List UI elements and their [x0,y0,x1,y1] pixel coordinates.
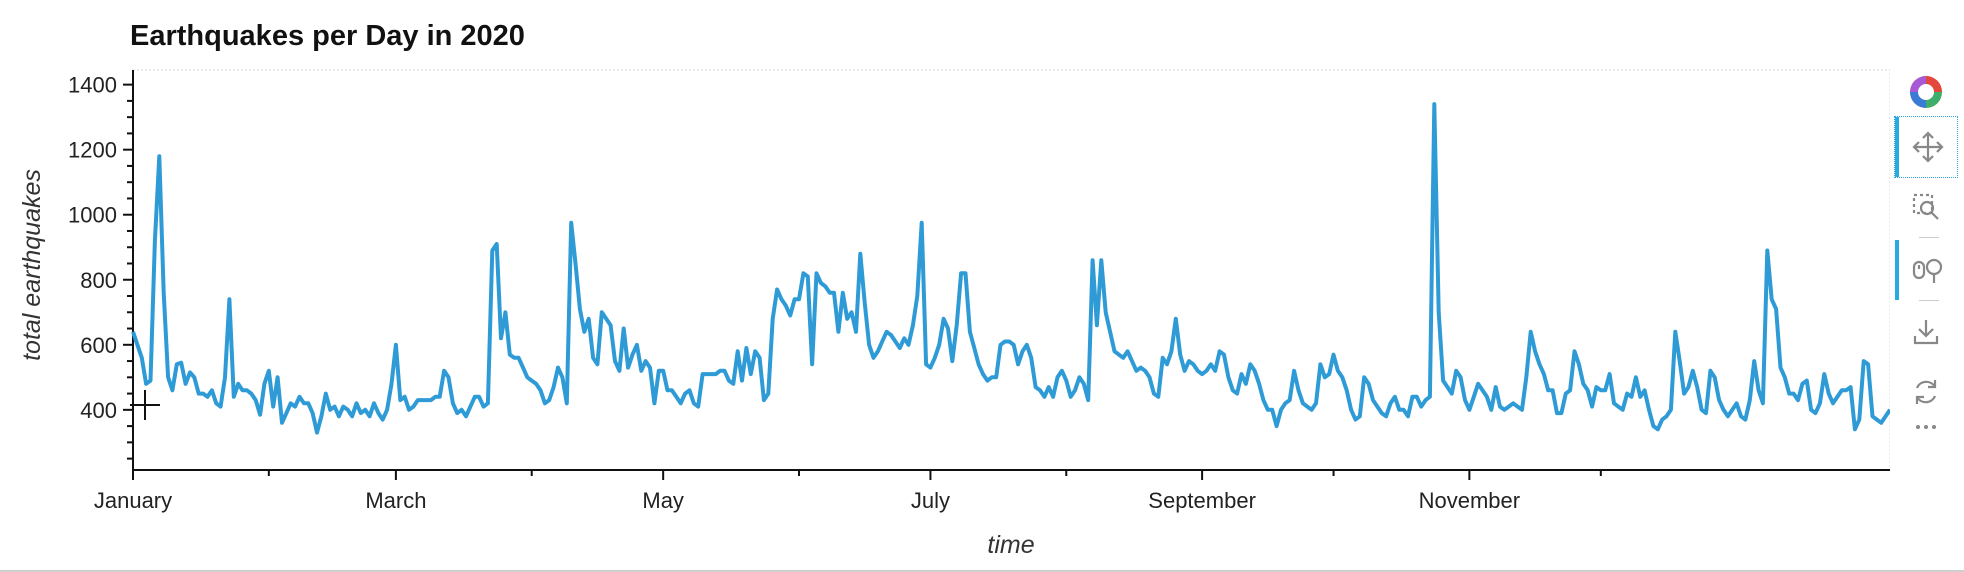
y-tick-label: 1000 [68,203,117,228]
x-tick-label: September [1148,488,1256,513]
more-icon[interactable] [1895,407,1957,447]
toolbar-separator [1919,300,1939,301]
x-tick-label: January [94,488,172,513]
series-line-earthquakes [131,102,1890,435]
pan-icon[interactable] [1894,116,1958,178]
y-tick-label: 800 [80,268,117,293]
wheel-zoom-icon[interactable] [1895,240,1957,300]
x-axis-label: time [987,531,1034,559]
x-tick-label: March [365,488,426,513]
y-axis-label: total earthquakes [18,169,46,361]
y-tick-label: 600 [80,333,117,358]
line-chart[interactable]: 400 600 800 1000 1200 1400 January March May Jul… [0,0,1890,572]
window-bottom-border [0,570,1964,572]
toolbar-separator [1919,237,1939,238]
plot-frame [132,69,1890,471]
x-tick-label: November [1419,488,1520,513]
x-axis: January March May July September November [94,469,1890,513]
chart-title: Earthquakes per Day in 2020 [130,20,525,52]
y-axis: 400 600 800 1000 1200 1400 [68,70,134,470]
box-zoom-icon[interactable] [1895,177,1957,237]
x-tick-label: July [911,488,950,513]
x-tick-label: May [642,488,684,513]
bokeh-logo-icon[interactable] [1895,62,1957,122]
crosshair-cursor [130,390,160,420]
y-tick-label: 400 [80,398,117,423]
y-tick-label: 1200 [68,138,117,163]
y-tick-label: 1400 [68,73,117,98]
save-icon[interactable] [1895,302,1957,362]
chart-toolbar [1894,62,1958,462]
reset-icon[interactable] [1895,362,1957,422]
